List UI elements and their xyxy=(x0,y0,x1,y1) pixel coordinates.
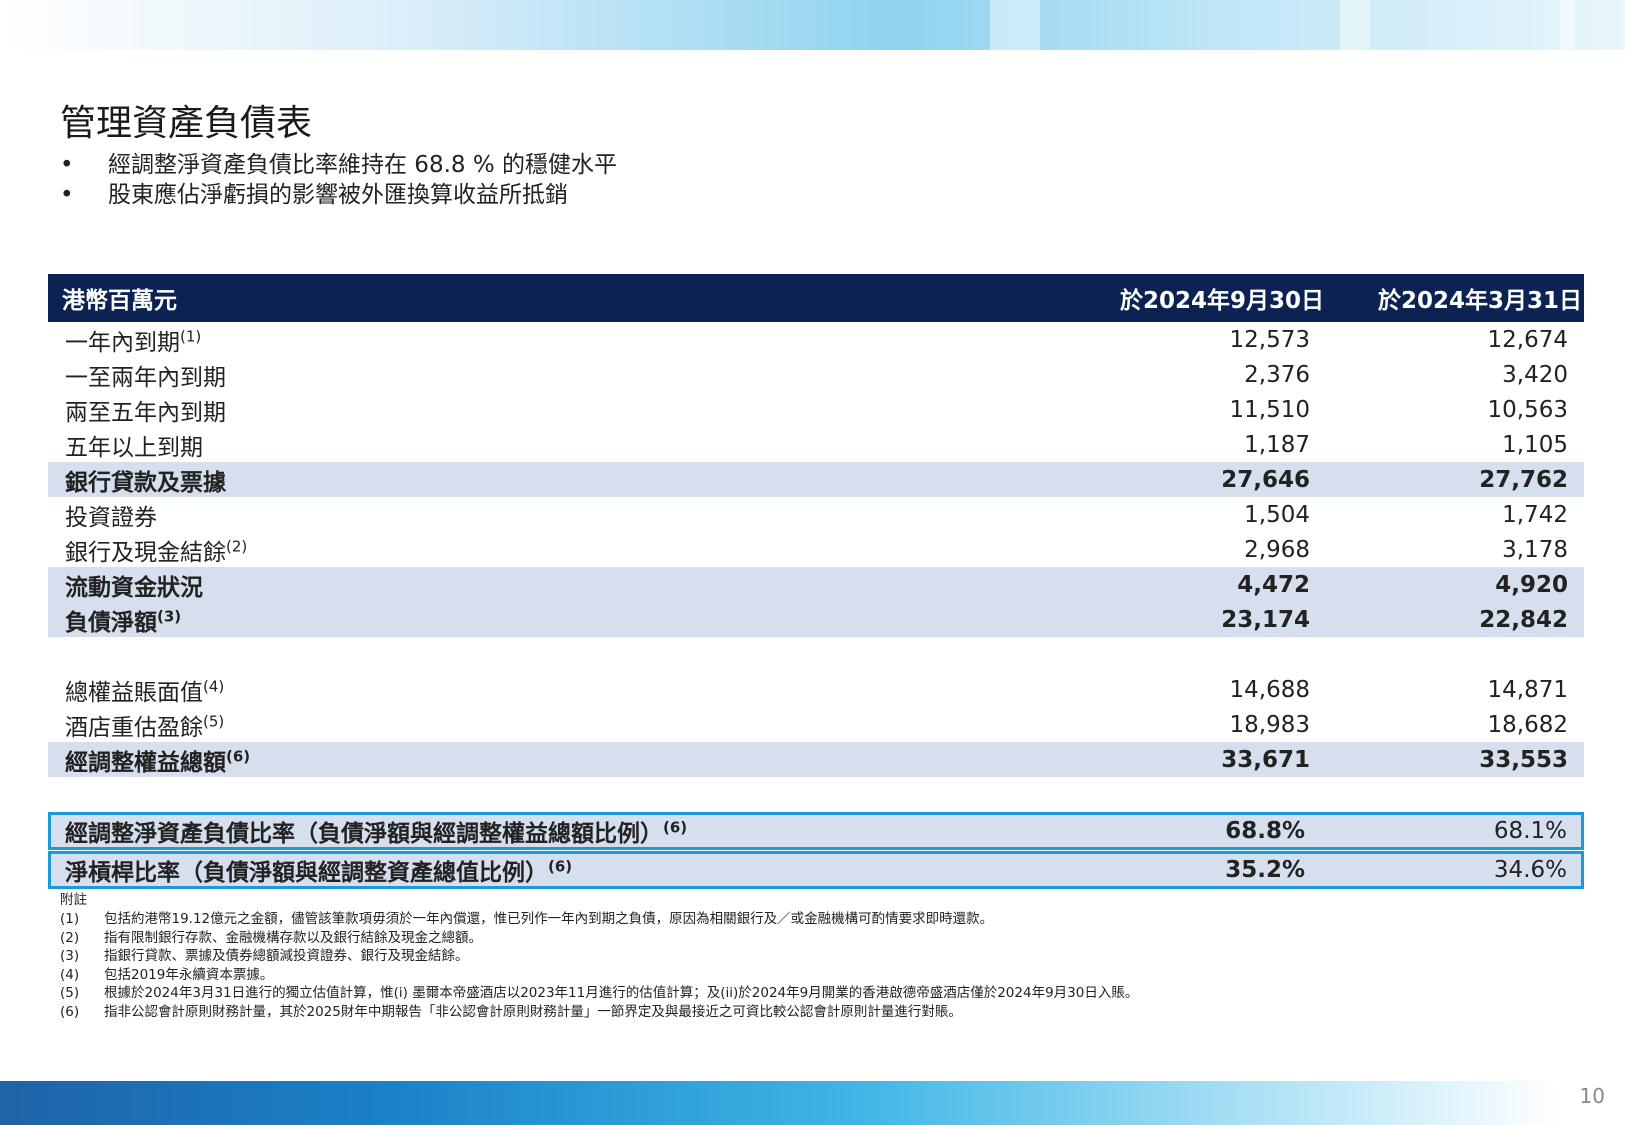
table-row: 一至兩年內到期 2,376 3,420 xyxy=(48,357,1584,392)
band-block xyxy=(990,0,1040,50)
footnote-ref: (6) xyxy=(226,746,251,765)
bullet-dot-icon: • xyxy=(60,182,74,208)
row-value-2: 18,682 xyxy=(1487,711,1568,738)
row-value-2: 68.1% xyxy=(1493,818,1567,844)
page-number: 10 xyxy=(1579,1084,1605,1108)
bullet-item: • 股東應佔淨虧損的影響被外匯換算收益所抵銷 xyxy=(60,180,617,210)
footnote-ref: (6) xyxy=(663,818,688,837)
footnote-item: (2) 指有限制銀行存款、金融機構存款以及銀行結餘及現金之總額。 xyxy=(60,929,482,946)
row-value-1: 27,646 xyxy=(1221,466,1310,493)
row-value-2: 3,178 xyxy=(1502,536,1568,563)
top-decorative-band xyxy=(0,0,1625,50)
bullet-item: • 經調整淨資產負債比率維持在 68.8 % 的穩健水平 xyxy=(60,150,617,180)
row-value-2: 4,920 xyxy=(1495,571,1568,598)
row-value-1: 2,376 xyxy=(1244,361,1310,388)
row-label: 經調整淨資產負債比率（負債淨額與經調整權益總額比例）(6) xyxy=(65,818,688,847)
row-label: 兩至五年內到期 xyxy=(65,399,226,426)
page-title: 管理資產負債表 xyxy=(60,103,313,144)
row-value-1: 33,671 xyxy=(1221,746,1310,773)
row-value-2: 33,553 xyxy=(1479,746,1568,773)
footnote-ref: (2) xyxy=(226,536,248,555)
footnote-item: (4) 包括2019年永續資本票據。 xyxy=(60,966,274,983)
row-label: 流動資金狀況 xyxy=(65,574,203,601)
footnote-item: (1) 包括約港幣19.12億元之金額，儘管該筆款項毋須於一年內償還，惟已列作一年… xyxy=(60,911,994,927)
footnotes-title: 附註 xyxy=(60,892,87,908)
table-spacer xyxy=(48,637,1584,672)
table-subtotal-row: 負債淨額(3) 23,174 22,842 xyxy=(48,602,1584,637)
footnote-item: (6) 指非公認會計原則財務計量，其於2025財年中期報告「非公認會計原則財務計量… xyxy=(60,1003,962,1020)
balance-sheet-table: 港幣百萬元 於2024年9月30日 於2024年3月31日 一年內到期(1) 1… xyxy=(48,274,1584,889)
row-value-1: 18,983 xyxy=(1229,711,1310,738)
row-value-1: 12,573 xyxy=(1229,326,1310,353)
row-label: 銀行貸款及票據 xyxy=(65,469,226,496)
header-col-sep2024: 於2024年9月30日 xyxy=(1119,288,1324,314)
table-row: 投資證券 1,504 1,742 xyxy=(48,497,1584,532)
table-subtotal-row: 銀行貸款及票據 27,646 27,762 xyxy=(48,462,1584,497)
table-row: 五年以上到期 1,187 1,105 xyxy=(48,427,1584,462)
footnote-ref: (5) xyxy=(203,711,225,730)
footnote-ref: (3) xyxy=(157,606,182,625)
row-label: 酒店重估盈餘(5) xyxy=(65,711,225,741)
row-value-1: 1,504 xyxy=(1244,501,1310,528)
bullet-text: 經調整淨資產負債比率維持在 68.8 % 的穩健水平 xyxy=(108,152,617,178)
ratio-row-gearing: 經調整淨資產負債比率（負債淨額與經調整權益總額比例）(6) 68.8% 68.1… xyxy=(48,812,1584,850)
table-row: 酒店重估盈餘(5) 18,983 18,682 xyxy=(48,707,1584,742)
table-subtotal-row: 經調整權益總額(6) 33,671 33,553 xyxy=(48,742,1584,777)
bullet-text: 股東應佔淨虧損的影響被外匯換算收益所抵銷 xyxy=(108,182,568,208)
table-row: 兩至五年內到期 11,510 10,563 xyxy=(48,392,1584,427)
footnote-item: (5) 根據於2024年3月31日進行的獨立估值計算，惟(i) 墨爾本帝盛酒店以2… xyxy=(60,985,1139,1001)
row-value-2: 1,105 xyxy=(1502,431,1568,458)
row-value-2: 22,842 xyxy=(1479,606,1568,633)
row-value-2: 27,762 xyxy=(1479,466,1568,493)
row-value-1: 1,187 xyxy=(1244,431,1310,458)
bottom-decorative-band xyxy=(0,1081,1560,1125)
table-row: 一年內到期(1) 12,573 12,674 xyxy=(48,322,1584,357)
footnote-ref: (6) xyxy=(548,857,573,876)
row-label: 經調整權益總額(6) xyxy=(65,746,251,776)
band-block xyxy=(1340,0,1370,50)
row-label: 負債淨額(3) xyxy=(65,606,182,636)
table-row: 總權益賬面值(4) 14,688 14,871 xyxy=(48,672,1584,707)
row-value-2: 14,871 xyxy=(1487,676,1568,703)
row-value-1: 68.8% xyxy=(1225,818,1305,844)
row-value-1: 35.2% xyxy=(1225,857,1305,883)
ratio-row-leverage: 淨槓桿比率（負債淨額與經調整資產總值比例）(6) 35.2% 34.6% xyxy=(48,851,1584,889)
row-value-2: 12,674 xyxy=(1487,326,1568,353)
row-label: 淨槓桿比率（負債淨額與經調整資產總值比例）(6) xyxy=(65,857,573,886)
row-value-1: 23,174 xyxy=(1221,606,1310,633)
row-label: 銀行及現金結餘(2) xyxy=(65,536,248,566)
row-label: 投資證券 xyxy=(65,504,157,531)
row-value-2: 10,563 xyxy=(1487,396,1568,423)
row-value-1: 11,510 xyxy=(1229,396,1310,423)
table-header: 港幣百萬元 於2024年9月30日 於2024年3月31日 xyxy=(48,274,1584,322)
header-unit-label: 港幣百萬元 xyxy=(62,288,177,314)
row-label: 總權益賬面值(4) xyxy=(65,676,225,706)
band-block xyxy=(1560,0,1575,50)
table-subtotal-row: 流動資金狀況 4,472 4,920 xyxy=(48,567,1584,602)
footnote-ref: (1) xyxy=(180,326,202,345)
row-value-2: 3,420 xyxy=(1502,361,1568,388)
row-label: 一年內到期(1) xyxy=(65,326,202,356)
row-label: 一至兩年內到期 xyxy=(65,364,226,391)
row-label: 五年以上到期 xyxy=(65,434,203,461)
row-value-1: 14,688 xyxy=(1229,676,1310,703)
row-value-2: 1,742 xyxy=(1502,501,1568,528)
row-value-2: 34.6% xyxy=(1493,857,1567,883)
table-spacer xyxy=(48,777,1584,812)
table-row: 銀行及現金結餘(2) 2,968 3,178 xyxy=(48,532,1584,567)
bullet-list: • 經調整淨資產負債比率維持在 68.8 % 的穩健水平 • 股東應佔淨虧損的影響被… xyxy=(60,150,617,210)
footnote-item: (3) 指銀行貸款、票據及債券總額減投資證券、銀行及現金結餘。 xyxy=(60,948,469,964)
header-col-mar2024: 於2024年3月31日 xyxy=(1377,288,1582,314)
row-value-1: 4,472 xyxy=(1237,571,1310,598)
footnote-ref: (4) xyxy=(203,676,225,695)
bullet-dot-icon: • xyxy=(60,152,74,178)
footnotes: 附註 (1) 包括約港幣19.12億元之金額，儘管該筆款項毋須於一年內償還，惟已列… xyxy=(60,890,1138,1021)
row-value-1: 2,968 xyxy=(1244,536,1310,563)
